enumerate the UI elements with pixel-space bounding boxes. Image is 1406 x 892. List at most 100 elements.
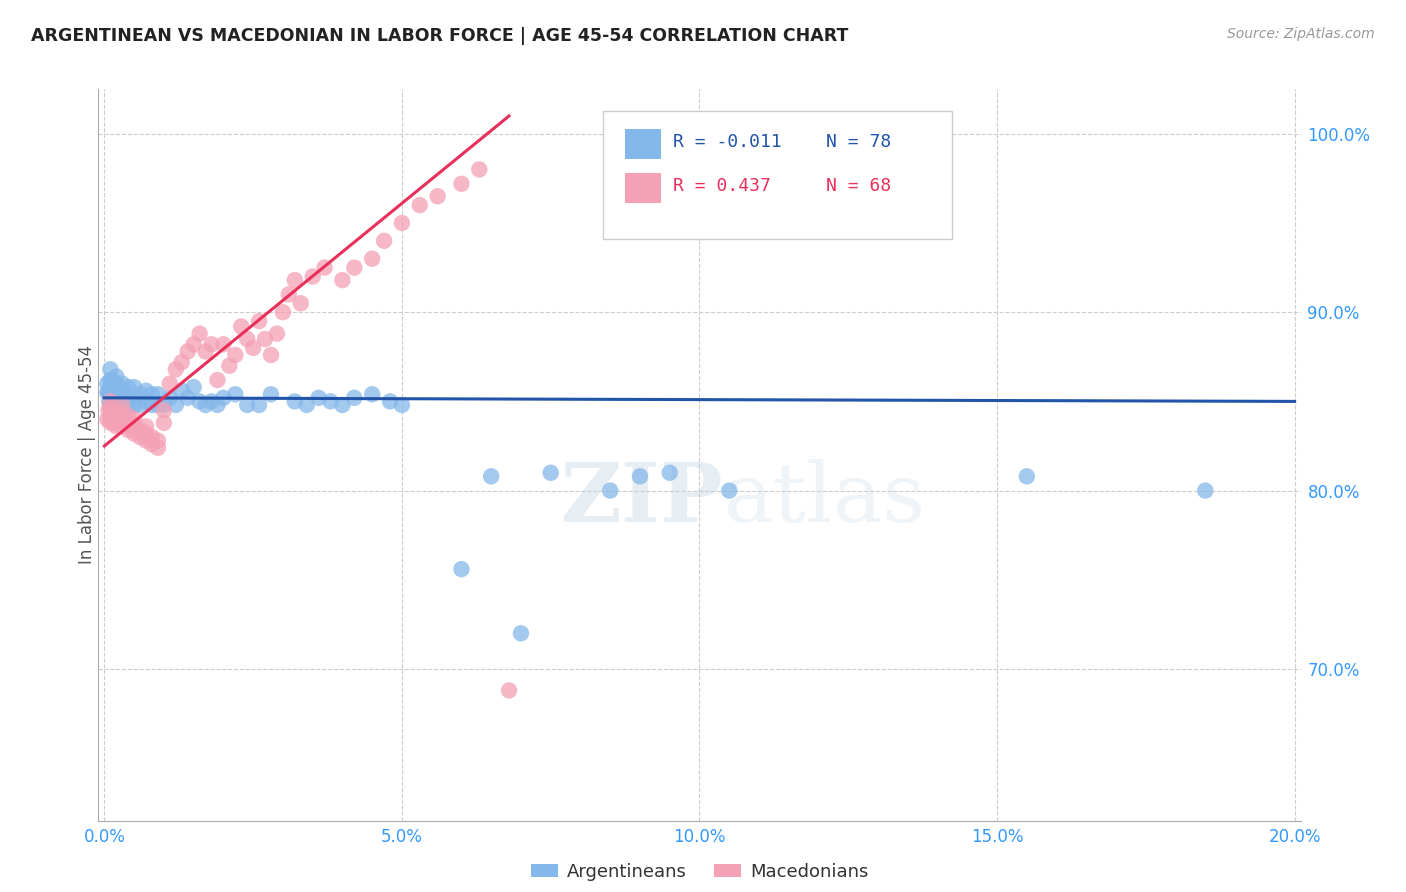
Point [343, 260, 366, 275]
Point [98, 394, 121, 409]
Point [153, 416, 176, 430]
Point [105, 376, 128, 391]
Point [391, 398, 413, 412]
Point [108, 380, 131, 394]
Text: Source: ZipAtlas.com: Source: ZipAtlas.com [1227, 27, 1375, 41]
Point [98, 384, 121, 398]
Point [242, 341, 264, 355]
Point [111, 405, 134, 419]
Point [135, 434, 157, 448]
Point [98, 373, 121, 387]
Point [103, 409, 125, 423]
Point [105, 384, 128, 398]
Text: ARGENTINEAN VS MACEDONIAN IN LABOR FORCE | AGE 45-54 CORRELATION CHART: ARGENTINEAN VS MACEDONIAN IN LABOR FORCE… [31, 27, 848, 45]
Point [479, 469, 502, 483]
Point [658, 466, 681, 480]
Point [284, 273, 307, 287]
Point [105, 412, 128, 426]
Point [200, 394, 222, 409]
Point [426, 189, 449, 203]
Point [98, 362, 121, 376]
Point [319, 394, 342, 409]
Point [153, 403, 176, 417]
Point [194, 398, 217, 412]
Point [207, 398, 229, 412]
Point [129, 387, 152, 401]
Point [176, 391, 198, 405]
Point [212, 337, 235, 351]
Point [361, 252, 384, 266]
Point [122, 391, 145, 405]
FancyBboxPatch shape [624, 129, 661, 159]
Point [200, 337, 222, 351]
Point [111, 398, 134, 412]
Point [122, 398, 145, 412]
Point [103, 384, 125, 398]
Point [96, 376, 118, 391]
Point [103, 376, 125, 391]
Point [183, 380, 205, 394]
Point [498, 683, 520, 698]
Point [146, 434, 169, 448]
Point [108, 391, 131, 405]
Point [117, 409, 139, 423]
Point [332, 273, 354, 287]
Point [98, 398, 121, 412]
Point [165, 398, 187, 412]
Point [409, 198, 432, 212]
Point [111, 419, 134, 434]
Point [98, 391, 121, 405]
Point [129, 398, 152, 412]
Point [159, 376, 181, 391]
Point [194, 344, 217, 359]
Point [343, 391, 366, 405]
Point [105, 391, 128, 405]
Point [135, 384, 157, 398]
Point [105, 398, 128, 412]
Point [96, 385, 118, 400]
Point [266, 326, 288, 341]
Point [224, 387, 246, 401]
Point [122, 380, 145, 394]
Point [98, 394, 121, 409]
Point [122, 419, 145, 434]
Point [224, 348, 246, 362]
Point [129, 423, 152, 437]
Text: R = 0.437: R = 0.437 [673, 177, 770, 194]
Point [212, 391, 235, 405]
Point [628, 469, 651, 483]
Point [218, 359, 240, 373]
Point [183, 337, 205, 351]
Point [104, 380, 127, 394]
Point [117, 380, 139, 394]
Point [1015, 469, 1038, 483]
Text: R = -0.011: R = -0.011 [673, 133, 782, 151]
Point [105, 369, 128, 384]
Point [141, 430, 163, 444]
Point [540, 466, 562, 480]
Point [146, 387, 169, 401]
Point [117, 391, 139, 405]
Point [332, 398, 354, 412]
Point [141, 387, 163, 401]
Point [260, 348, 283, 362]
Point [129, 430, 152, 444]
Point [97, 403, 120, 417]
Point [103, 416, 125, 430]
Point [101, 373, 124, 387]
Point [247, 398, 270, 412]
Text: N = 78: N = 78 [825, 133, 891, 151]
Point [718, 483, 741, 498]
Point [170, 384, 193, 398]
Point [236, 332, 259, 346]
Point [101, 380, 124, 394]
Point [146, 441, 169, 455]
FancyBboxPatch shape [624, 173, 661, 202]
Point [98, 409, 121, 423]
Point [314, 260, 336, 275]
Point [114, 387, 136, 401]
Point [301, 269, 323, 284]
Point [122, 426, 145, 441]
Text: atlas: atlas [724, 458, 925, 539]
Point [599, 483, 621, 498]
